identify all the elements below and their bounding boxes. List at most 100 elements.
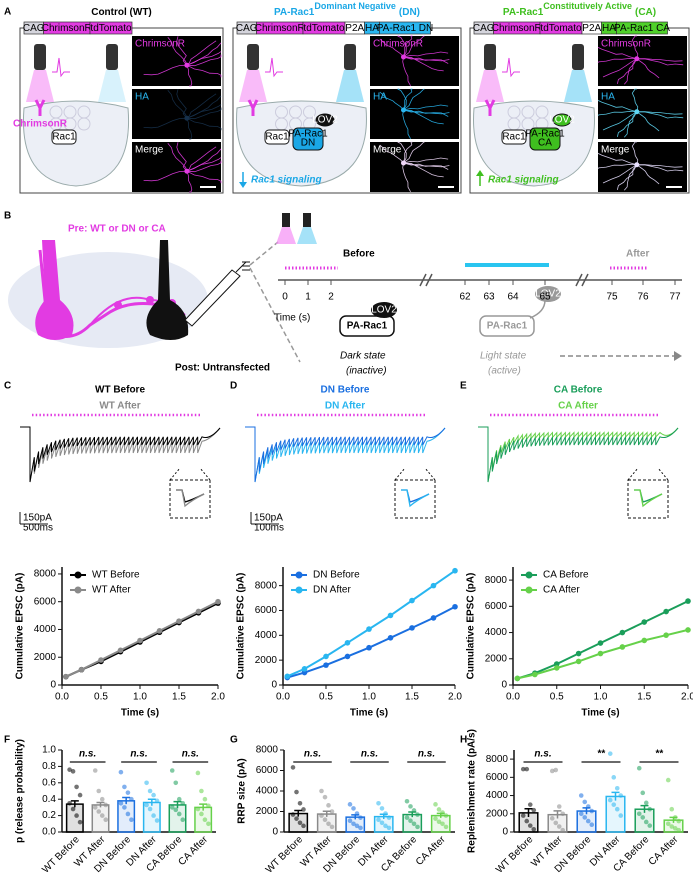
y-axis-label: Cumulative EPSC (pA) [15, 573, 26, 680]
data-point [665, 821, 671, 827]
construct-label: tdTomato [90, 23, 132, 34]
micrograph-frame [132, 36, 221, 86]
data-point [96, 809, 102, 814]
neurite [602, 58, 638, 78]
trace-title: WT After [99, 401, 140, 412]
data-point [129, 817, 134, 822]
data-point [411, 821, 417, 827]
protein-box [339, 315, 395, 337]
x-tick-label: WT Before [264, 834, 306, 874]
data-point [404, 815, 410, 820]
neurite [402, 162, 411, 192]
legend-label: WT After [92, 585, 131, 596]
rac1-box [264, 129, 290, 145]
data-point [180, 817, 186, 822]
neurite [631, 141, 639, 165]
data-point [415, 824, 420, 830]
data-point [215, 598, 221, 605]
y-tick-label: 8000 [255, 580, 278, 591]
data-point [294, 816, 299, 821]
neurite [403, 35, 413, 58]
epsc-trace [20, 426, 221, 483]
scale-bar-label: 150pA [23, 513, 52, 524]
rac1-box [51, 129, 77, 145]
data-point [387, 612, 394, 619]
inset-zoom [394, 467, 436, 481]
data-point [347, 802, 353, 807]
data-point [611, 775, 617, 780]
title-part: (DN) [399, 7, 420, 18]
y-tick-label: 6000 [256, 765, 279, 776]
spike-icon [502, 57, 520, 78]
epsc-trace [245, 426, 446, 483]
data-point [199, 811, 204, 817]
data-point [578, 811, 584, 817]
data-point [144, 802, 149, 808]
x-tick-label: 1.0 [133, 692, 147, 703]
y-tick-label: 0.4 [42, 794, 56, 805]
neurite [617, 111, 638, 137]
data-point [169, 768, 175, 773]
neurite [397, 141, 407, 164]
linker [529, 299, 546, 319]
bouton [146, 296, 154, 304]
scale-bar-label: 150pA [254, 513, 283, 524]
y-tick-label: 0 [271, 680, 277, 691]
spike-icon [52, 57, 70, 78]
significance-label: ** [655, 749, 664, 760]
neurite [143, 117, 187, 129]
data-point [685, 627, 691, 633]
state-label: Light state [480, 351, 527, 362]
time-tick-label: 1 [305, 292, 311, 303]
data-point [151, 792, 156, 798]
data-point [326, 821, 331, 827]
construct-label: CAG [236, 23, 258, 34]
electrode [235, 261, 250, 273]
data-point [443, 824, 449, 830]
rac1-label: Rac1 [502, 132, 526, 143]
neurite [623, 58, 638, 85]
neurite [403, 35, 425, 58]
data-point [180, 801, 186, 806]
red-light [276, 227, 296, 244]
data-point [556, 804, 562, 809]
soma [184, 62, 190, 68]
data-point [351, 806, 356, 811]
soma [634, 109, 640, 115]
data-point [575, 658, 582, 665]
data-point [125, 811, 131, 817]
significance-label: n.s. [534, 749, 551, 760]
micrograph-label: ChrimsonR [135, 39, 185, 50]
epsc-trace [478, 426, 679, 483]
legend-marker [525, 571, 533, 579]
neurite [636, 111, 660, 132]
neurite [379, 144, 404, 164]
micrograph-label: Merge [601, 145, 630, 156]
pre-label: Pre: WT or DN or CA [68, 224, 166, 235]
light-state: PA-Rac1 LOV2 Light state (active) [479, 286, 682, 377]
data-point [524, 766, 530, 772]
data-point [347, 818, 353, 824]
error-bar [96, 801, 105, 808]
significance-label: n.s. [79, 749, 96, 760]
y-tick-label: 0.8 [42, 761, 56, 772]
data-point [98, 657, 104, 663]
data-point [70, 806, 76, 812]
data-point [319, 788, 324, 794]
neurite [403, 56, 444, 72]
neurite [403, 51, 449, 58]
data-point [553, 665, 560, 671]
construct-label: CAG [473, 23, 495, 34]
data-point [118, 769, 124, 775]
data-point [70, 769, 76, 774]
error-bar [122, 796, 131, 805]
data-point [329, 824, 335, 830]
neurite [186, 171, 193, 193]
construct-label: ChrimsonR [492, 23, 542, 34]
data-point [96, 788, 102, 794]
neurite [403, 141, 425, 164]
data-point [294, 789, 299, 795]
error-bar [408, 811, 417, 818]
y-tick-label: 6000 [255, 605, 278, 616]
